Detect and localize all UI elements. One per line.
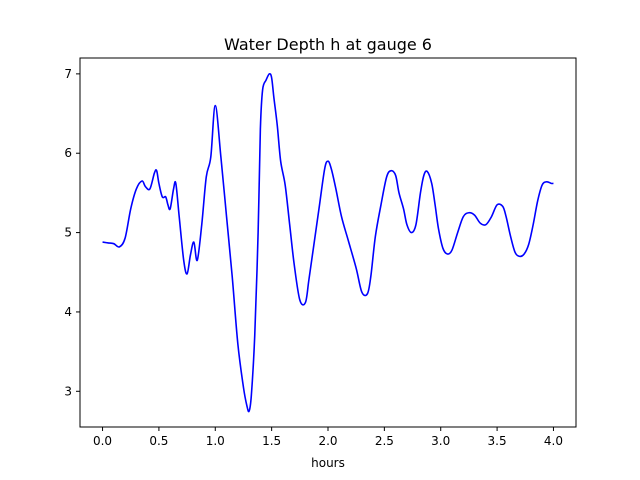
series-line (102, 72, 554, 413)
chart-title: Water Depth h at gauge 6 (224, 35, 432, 54)
x-axis: 0.0 0.5 1.0 1.5 2.0 2.5 3.0 3.5 4.0 (93, 427, 563, 448)
x-tick-label: 1.0 (206, 434, 225, 448)
x-tick-label: 0.5 (149, 434, 168, 448)
x-tick-label: 4.0 (544, 434, 563, 448)
x-tick-label: 2.0 (318, 434, 337, 448)
y-tick-label: 3 (64, 384, 72, 398)
y-axis: 3 4 5 6 7 (64, 67, 80, 398)
x-tick-label: 3.0 (431, 434, 450, 448)
x-tick-label: 1.5 (262, 434, 281, 448)
x-tick-label: 0.0 (93, 434, 112, 448)
x-axis-label: hours (311, 456, 345, 470)
y-tick-label: 4 (64, 305, 72, 319)
x-tick-label: 3.5 (488, 434, 507, 448)
plot-area (102, 72, 554, 413)
y-tick-label: 6 (64, 146, 72, 160)
x-tick-label: 2.5 (375, 434, 394, 448)
y-tick-label: 5 (64, 226, 72, 240)
y-tick-label: 7 (64, 67, 72, 81)
axes-frame (79, 57, 577, 428)
